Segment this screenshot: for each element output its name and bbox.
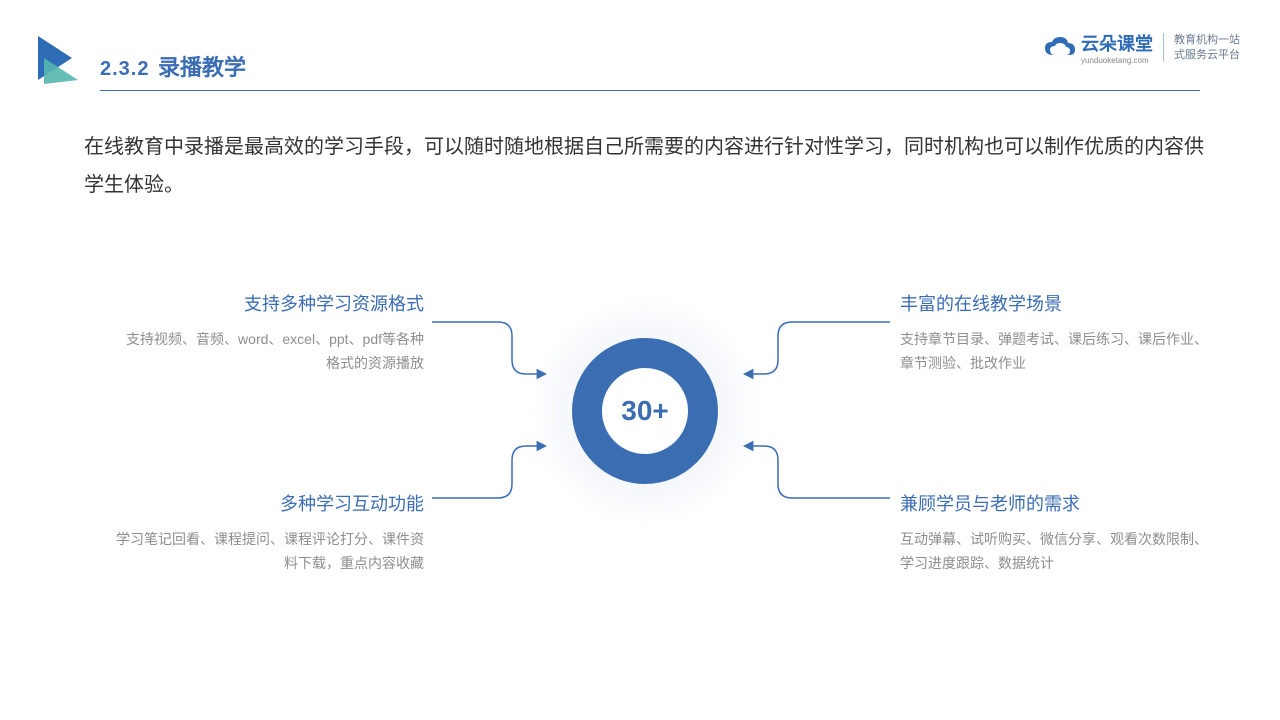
logo-tagline: 教育机构一站 式服务云平台 [1163,33,1240,62]
brand-logo: 云朵课堂 yunduoketang.com 教育机构一站 式服务云平台 [1045,30,1240,65]
feature-bottom-right: 兼顾学员与老师的需求 互动弹幕、试听购买、微信分享、观看次数限制、学习进度跟踪、… [900,490,1210,576]
feature-title: 丰富的在线教学场景 [900,290,1210,316]
feature-desc: 互动弹幕、试听购买、微信分享、观看次数限制、学习进度跟踪、数据统计 [900,528,1210,576]
section-number: 2.3.2 [100,58,149,80]
logo-tagline-2: 式服务云平台 [1174,48,1240,62]
logo-tagline-1: 教育机构一站 [1174,33,1240,47]
section-description: 在线教育中录播是最高效的学习手段，可以随时随地根据自己所需要的内容进行针对性学习… [84,128,1204,204]
feature-desc: 支持视频、音频、word、excel、ppt、pdf等各种格式的资源播放 [114,328,424,376]
feature-desc: 支持章节目录、弹题考试、课后练习、课后作业、章节测验、批改作业 [900,328,1210,376]
feature-title: 多种学习互动功能 [114,490,424,516]
feature-top-left: 支持多种学习资源格式 支持视频、音频、word、excel、ppt、pdf等各种… [114,290,424,376]
cloud-icon [1045,37,1075,59]
feature-desc: 学习笔记回看、课程提问、课程评论打分、课件资料下载，重点内容收藏 [114,528,424,576]
play-icon [38,36,78,84]
circle-ring: 30+ [572,338,718,484]
feature-title: 兼顾学员与老师的需求 [900,490,1210,516]
feature-top-right: 丰富的在线教学场景 支持章节目录、弹题考试、课后练习、课后作业、章节测验、批改作… [900,290,1210,376]
logo-url: yunduoketang.com [1081,56,1153,65]
circle-value: 30+ [621,395,669,427]
header-rule [100,90,1200,91]
center-circle: 30+ [530,296,760,526]
section-title: 录播教学 [158,55,246,80]
logo-brand: 云朵课堂 [1081,30,1153,56]
feature-bottom-left: 多种学习互动功能 学习笔记回看、课程提问、课程评论打分、课件资料下载，重点内容收… [114,490,424,576]
feature-title: 支持多种学习资源格式 [114,290,424,316]
